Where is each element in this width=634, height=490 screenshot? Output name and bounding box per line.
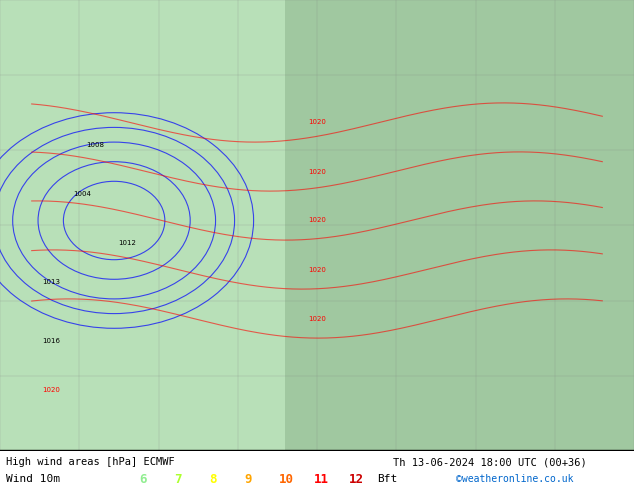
Text: 12: 12 [349, 473, 364, 486]
Text: 6: 6 [139, 473, 147, 486]
Bar [0, 0, 285, 451]
Text: Bft: Bft [377, 474, 398, 484]
Text: 1004: 1004 [74, 191, 91, 197]
Text: 10: 10 [279, 473, 294, 486]
Text: 1020: 1020 [42, 387, 60, 393]
Text: 1016: 1016 [42, 338, 60, 344]
Bar [0, 451, 634, 490]
Text: 1008: 1008 [86, 142, 104, 148]
Text: Th 13-06-2024 18:00 UTC (00+36): Th 13-06-2024 18:00 UTC (00+36) [393, 457, 587, 467]
Text: 1020: 1020 [308, 120, 326, 125]
Text: 1020: 1020 [308, 316, 326, 321]
Text: 1020: 1020 [308, 169, 326, 174]
Text: 7: 7 [174, 473, 182, 486]
Text: 1013: 1013 [42, 279, 60, 285]
Text: 1020: 1020 [308, 218, 326, 223]
Text: 1012: 1012 [118, 240, 136, 246]
Text: Wind 10m: Wind 10m [6, 474, 60, 484]
Text: 8: 8 [209, 473, 217, 486]
Text: 1020: 1020 [308, 267, 326, 272]
Text: ©weatheronline.co.uk: ©weatheronline.co.uk [456, 474, 574, 484]
Text: 9: 9 [244, 473, 252, 486]
Text: 11: 11 [314, 473, 329, 486]
Text: High wind areas [hPa] ECMWF: High wind areas [hPa] ECMWF [6, 457, 175, 467]
Bar [285, 0, 634, 451]
